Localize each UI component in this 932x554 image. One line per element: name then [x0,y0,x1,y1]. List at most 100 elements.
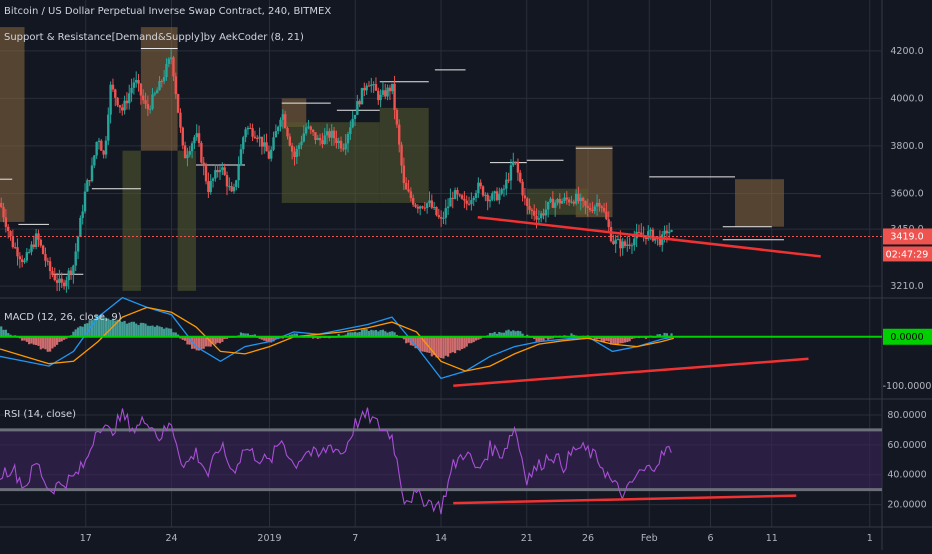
candle-body [60,278,63,283]
candle-body [647,231,650,240]
candle-body [421,206,424,208]
candle-body [565,197,569,200]
candle-body [616,239,620,241]
macd-histogram-bar [453,336,457,354]
candle-body [581,197,585,201]
macd-panel[interactable] [0,296,882,387]
candle-body [65,280,68,287]
macd-histogram-bar [626,336,629,343]
candle-body [579,197,582,202]
candle-body [439,217,443,219]
demand-zone [177,150,196,291]
candle-body [218,169,222,173]
candle-body [102,150,105,155]
macd-histogram-bar [142,322,145,337]
macd-histogram-bar [116,319,119,337]
candle-body [176,94,180,113]
macd-title: MACD (12, 26, close, 9) [4,312,122,323]
macd-histogram-bar [533,336,536,339]
candle-body [151,94,154,109]
x-tick-label: 1 [867,533,873,544]
candle-body [619,239,622,249]
candle-body [13,247,17,249]
macd-histogram-bar [491,333,494,337]
candle-body [553,202,557,208]
candle-body [540,213,543,219]
macd-histogram-bar [0,326,3,337]
candle-body [537,218,541,220]
candle-body [430,200,434,208]
macd-histogram-bar [460,336,464,350]
candle-body [114,89,117,98]
macd-histogram-bar [372,330,375,337]
candle-body [286,127,289,137]
candle-body [411,198,415,205]
macd-histogram-bar [351,332,354,337]
macd-histogram-bar [423,336,426,352]
rsi-panel[interactable] [0,407,882,515]
candle-body [179,112,182,128]
macd-histogram-bar [149,325,152,337]
candle-body [363,87,366,91]
candle-body [346,134,350,144]
macd-histogram-bar [542,336,545,341]
price-panel[interactable] [0,27,882,293]
macd-histogram-bar [218,336,222,344]
candle-body [137,80,140,84]
candle-body [637,231,641,233]
macd-histogram-bar [163,328,166,337]
macd-histogram-bar [379,330,382,337]
macd-histogram-bar [612,336,615,344]
candle-body [651,229,655,241]
macd-histogram-bar [139,322,142,337]
candle-body [509,165,513,181]
macd-histogram-bar [616,336,620,345]
last-price-tag [883,228,932,245]
axes[interactable]: 17 24 2019 7 14 21 26 Feb 6 11 14200.04000.03800.0… [80,46,932,544]
candle-body [453,190,457,199]
candle-body [20,259,24,263]
macd-histogram-bar [605,336,608,341]
candle-body [297,145,301,149]
macd-histogram-bar [265,336,268,342]
candle-body [23,260,26,263]
macd-histogram-bar [74,329,77,337]
macd-histogram-bar [186,336,189,345]
candle-body [204,166,208,182]
candle-body [467,203,471,205]
candle-body [165,63,168,78]
macd-histogram-bar [435,336,438,358]
macd-histogram-bar [170,328,173,337]
price-tick-label: 4000.0 [890,93,923,104]
candle-body [290,145,294,152]
candle-body [242,137,245,150]
candle-body [556,199,559,203]
macd-histogram-bar [349,332,352,337]
candle-body [495,191,499,201]
macd-histogram-bar [598,336,601,340]
macd-trendline [453,357,809,387]
macd-histogram-bar [95,314,98,337]
macd-histogram-bar [100,314,103,337]
macd-histogram-bar [500,332,503,337]
candle-body [500,189,503,194]
candle-body [649,229,652,232]
macd-histogram-bar [365,329,368,337]
candle-body [288,136,292,146]
macd-histogram-bar [23,336,26,341]
candle-body [516,161,520,173]
macd-histogram-bar [223,336,226,340]
macd-histogram-bar [49,336,52,352]
macd-histogram-bar [360,329,364,337]
x-tick-label: 11 [766,533,778,544]
macd-histogram-bar [409,336,412,346]
countdown-tag [883,246,932,262]
macd-histogram-bar [195,336,198,351]
candle-body [67,270,70,281]
macd-histogram-bar [181,336,184,340]
candle-body [330,130,333,138]
macd-histogram-bar [270,336,273,343]
candle-body [519,172,522,182]
